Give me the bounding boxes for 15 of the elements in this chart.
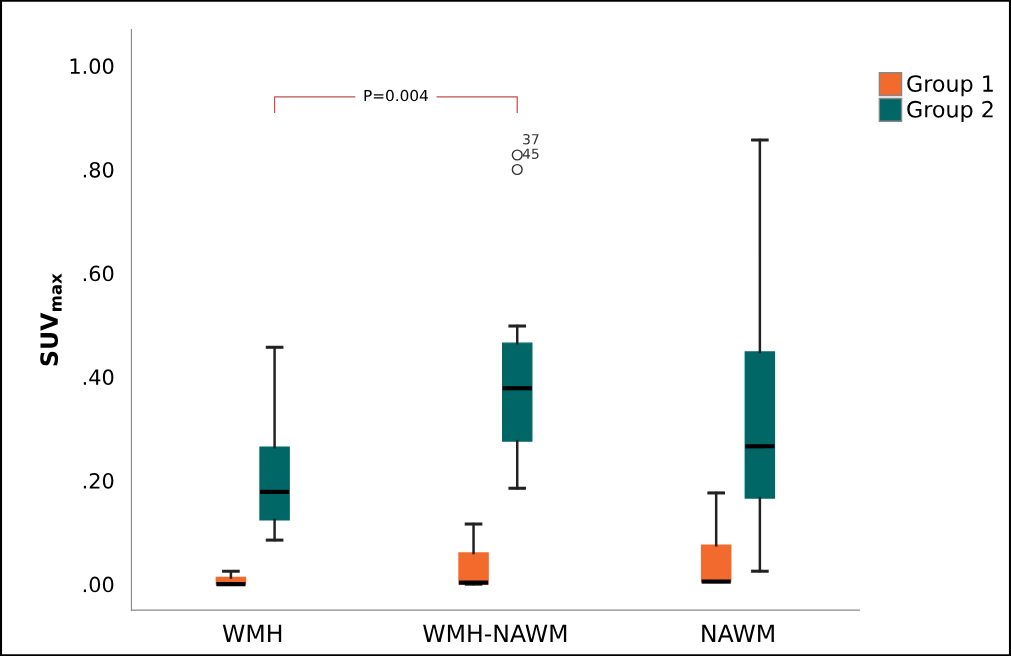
annotation: 37 <box>523 133 539 145</box>
annotation: P=0.004 <box>364 89 428 102</box>
legend-label: Group 2 <box>907 100 993 122</box>
y-tick-label: .60 <box>83 265 114 282</box>
y-axis-title: SUV$_{max}$ <box>40 273 62 366</box>
x-tick-label: WMH <box>222 624 282 642</box>
legend-label: Group 1 <box>907 75 993 97</box>
annotation: 45 <box>522 148 539 159</box>
y-tick-label: .40 <box>83 369 114 386</box>
x-tick-label: NAWM <box>702 624 774 642</box>
y-tick-label: 1.00 <box>70 58 114 75</box>
y-tick-label: .80 <box>83 161 114 178</box>
y-tick-label: .20 <box>83 472 114 489</box>
y-tick-label: .00 <box>83 576 114 593</box>
x-tick-label: WMH-NAWM <box>423 624 567 642</box>
